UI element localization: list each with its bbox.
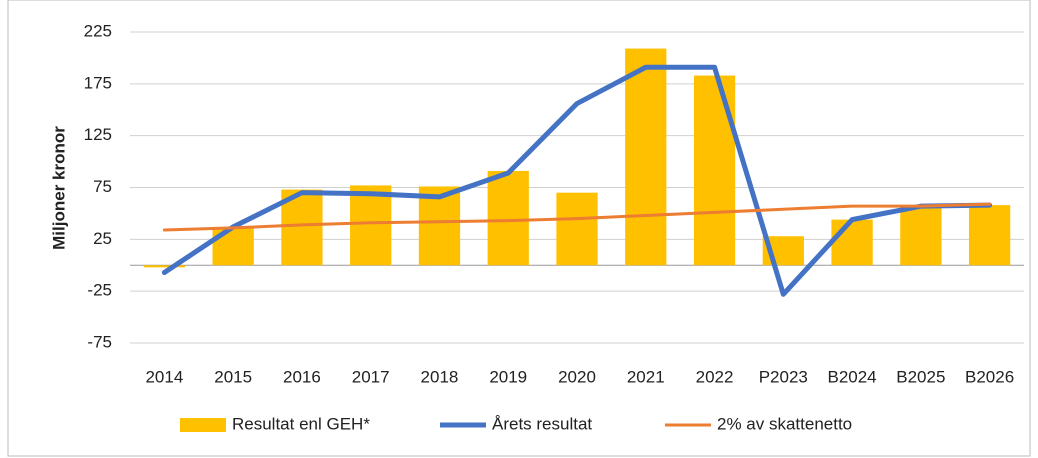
bar (350, 185, 392, 266)
bar (831, 219, 873, 266)
y-tick-label: -75 (87, 332, 112, 351)
y-tick-label: 225 (84, 21, 112, 40)
bar (900, 205, 942, 266)
x-tick-label: 2015 (214, 367, 252, 386)
bar (143, 265, 186, 268)
y-tick-label: -25 (87, 281, 112, 300)
y-axis-label: Miljoner kronor (49, 126, 68, 250)
bar (212, 226, 254, 266)
x-tick-label: 2018 (421, 367, 459, 386)
bar (625, 48, 667, 266)
x-tick-label: 2017 (352, 367, 390, 386)
bar (693, 75, 736, 266)
legend-label: 2% av skattenetto (717, 414, 852, 433)
line (161, 64, 993, 297)
y-tick-label: 75 (93, 177, 112, 196)
bar (968, 205, 1011, 266)
line (162, 202, 992, 232)
y-tick-label: 125 (84, 125, 112, 144)
x-tick-label: 2016 (283, 367, 321, 386)
bar (487, 170, 529, 266)
x-tick-label: B2024 (827, 367, 876, 386)
y-tick-label: 25 (93, 229, 112, 248)
x-tick-label: 2014 (145, 367, 183, 386)
x-tick-label: P2023 (759, 367, 808, 386)
legend-label: Resultat enl GEH* (232, 414, 370, 433)
y-tick-label: 175 (84, 73, 112, 92)
chart-frame (7, 0, 1031, 457)
x-tick-label: 2021 (627, 367, 665, 386)
x-tick-label: B2025 (896, 367, 945, 386)
legend-label: Årets resultat (492, 414, 592, 433)
x-tick-label: 2022 (696, 367, 734, 386)
bar (556, 192, 598, 266)
x-tick-label: B2026 (965, 367, 1014, 386)
x-tick-label: 2019 (489, 367, 527, 386)
bar (418, 186, 461, 266)
x-tick-label: 2020 (558, 367, 596, 386)
legend-swatch (180, 418, 226, 432)
